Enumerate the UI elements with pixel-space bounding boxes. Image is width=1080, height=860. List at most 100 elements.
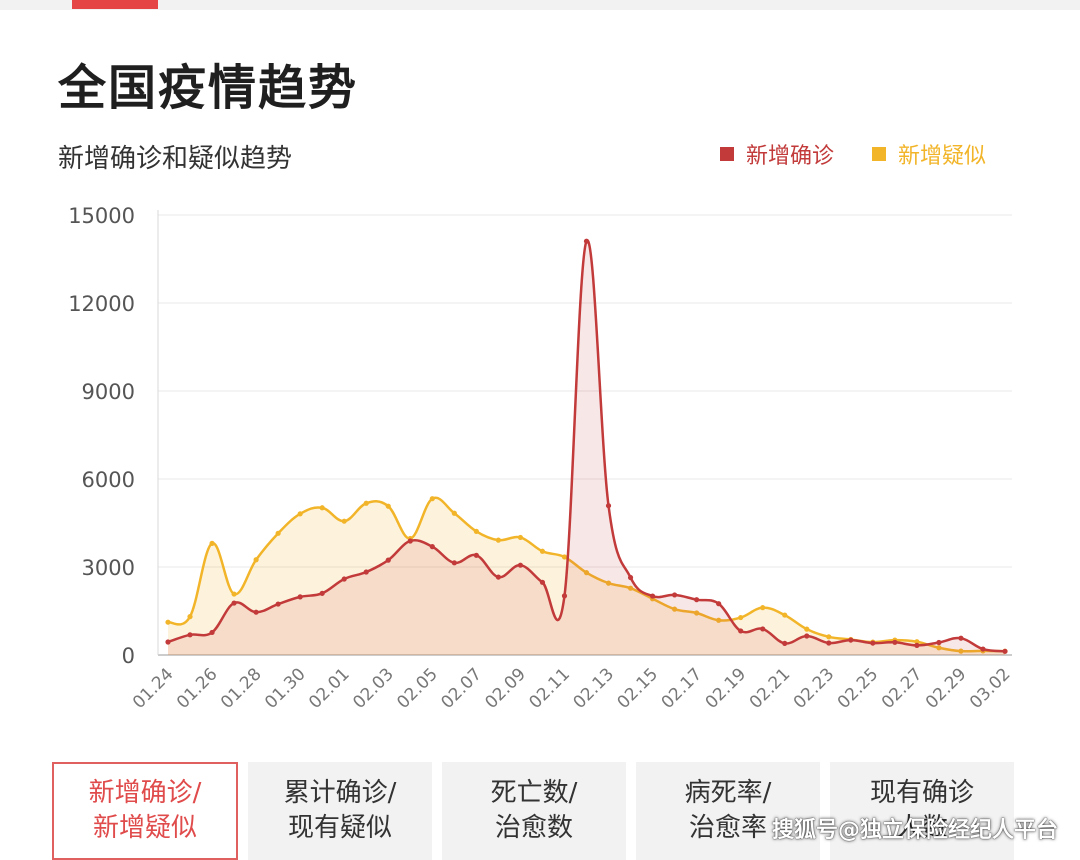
data-point-confirmed [517, 562, 524, 568]
tab-fatality-recovery-rate[interactable]: 病死率/ 治愈率 [636, 762, 820, 860]
x-tick-label: 02.23 [790, 664, 839, 713]
x-tick-label: 02.19 [702, 664, 751, 713]
data-point-suspected [341, 518, 347, 524]
data-point-confirmed [694, 597, 700, 603]
data-point-confirmed [583, 238, 590, 244]
tab-current-confirmed[interactable]: 现有确诊 人数 [830, 762, 1014, 860]
x-tick-label: 02.07 [437, 664, 486, 713]
data-point-suspected [694, 610, 700, 616]
x-tick-label: 01.24 [129, 664, 178, 713]
data-point-confirmed [672, 592, 678, 598]
x-tick-label: 02.17 [658, 664, 707, 713]
tab-label-line2: 新增疑似 [92, 813, 197, 843]
x-tick-label: 01.30 [261, 664, 310, 713]
data-point-suspected [473, 528, 479, 534]
x-tick-label: 02.27 [878, 664, 927, 713]
tab-label-line2: 人数 [895, 813, 948, 843]
data-point-suspected [165, 619, 171, 625]
metric-tabs: 新增确诊/ 新增疑似 累计确诊/ 现有疑似 死亡数/ 治愈数 病死率/ 治愈率 … [52, 762, 1014, 860]
data-point-suspected [561, 554, 568, 560]
x-tick-label: 02.01 [305, 664, 354, 713]
data-point-confirmed [848, 637, 854, 643]
data-point-suspected [231, 591, 237, 597]
x-tick-label: 02.09 [481, 664, 530, 713]
data-point-suspected [936, 645, 942, 651]
data-point-confirmed [936, 639, 942, 646]
x-tick-label: 03.02 [966, 664, 1015, 713]
data-point-suspected [804, 626, 810, 632]
tab-label-line2: 现有疑似 [287, 813, 392, 843]
data-point-confirmed [341, 576, 347, 582]
data-point-suspected [297, 511, 303, 517]
watermark: 搜狐号@独立保险经纪人平台 [771, 818, 1058, 843]
data-point-confirmed [605, 503, 612, 509]
data-point-suspected [760, 605, 766, 611]
data-point-suspected [429, 496, 435, 502]
y-tick-label: 3000 [82, 556, 135, 580]
data-point-confirmed [275, 601, 281, 607]
data-point-confirmed [231, 600, 237, 606]
page-title: 全国疫情趋势 [58, 60, 359, 116]
tab-cumulative-confirmed[interactable]: 累计确诊/ 现有疑似 [248, 762, 432, 860]
x-tick-label: 01.28 [217, 664, 266, 713]
legend-suspected-swatch [872, 147, 886, 161]
data-point-suspected [451, 510, 457, 516]
legend-suspected-label: 新增疑似 [898, 144, 987, 169]
data-point-suspected [517, 534, 524, 541]
y-tick-label: 0 [122, 644, 135, 668]
x-tick-label: 02.03 [349, 664, 398, 713]
data-point-confirmed [804, 633, 810, 639]
series-area-suspected [168, 497, 1005, 655]
data-point-confirmed [826, 640, 832, 646]
tab-label-line1: 现有确诊 [869, 777, 974, 808]
data-point-confirmed [473, 552, 479, 558]
tab-label-line2: 治愈数 [494, 813, 573, 843]
data-point-suspected [539, 548, 546, 554]
data-point-confirmed [892, 639, 898, 645]
data-point-confirmed [716, 601, 722, 607]
data-point-suspected [672, 606, 678, 612]
tab-label-line1: 死亡数/ [490, 777, 578, 808]
data-point-suspected [209, 540, 215, 546]
data-point-confirmed [958, 635, 964, 641]
legend-confirmed-swatch [720, 147, 734, 161]
series-area-confirmed [168, 240, 1005, 655]
data-point-suspected [738, 614, 744, 621]
top-divider [0, 0, 1080, 10]
trend-chart: 0 3000 6000 9000 12000 15000 01.2401.2601.2801… [68, 204, 1015, 713]
chart-subtitle: 新增确诊和疑似趋势 [58, 144, 293, 174]
tab-deaths-recovered[interactable]: 死亡数/ 治愈数 [442, 762, 626, 860]
data-point-confirmed [870, 640, 876, 646]
data-point-confirmed [782, 640, 788, 646]
y-tick-label: 15000 [68, 204, 135, 228]
legend-confirmed[interactable]: 新增确诊 [720, 138, 834, 170]
data-point-suspected [958, 648, 964, 654]
data-point-suspected [782, 612, 788, 618]
tab-label-line1: 病死率/ [684, 777, 772, 808]
tab-new-confirmed-suspected[interactable]: 新增确诊/ 新增疑似 [52, 762, 238, 860]
data-point-confirmed [319, 590, 325, 596]
data-point-confirmed [363, 569, 369, 575]
data-point-suspected [605, 580, 612, 586]
data-point-suspected [826, 634, 832, 640]
x-tick-label: 02.11 [525, 664, 574, 713]
data-point-confirmed [627, 574, 634, 581]
data-point-confirmed [165, 639, 171, 645]
data-point-suspected [385, 503, 391, 509]
x-tick-label: 01.26 [173, 664, 222, 713]
x-tick-label: 02.25 [834, 664, 883, 713]
data-point-suspected [583, 570, 590, 576]
data-point-confirmed [539, 579, 546, 585]
legend-confirmed-label: 新增确诊 [746, 144, 835, 169]
data-point-confirmed [297, 594, 303, 600]
legend-suspected[interactable]: 新增疑似 [872, 138, 986, 170]
data-point-confirmed [253, 609, 259, 615]
data-point-confirmed [385, 557, 391, 563]
x-tick-label: 02.29 [922, 664, 971, 713]
x-tick-label: 02.05 [393, 664, 442, 713]
data-point-confirmed [451, 560, 457, 566]
data-point-confirmed [649, 593, 656, 599]
data-point-suspected [914, 639, 920, 645]
data-point-suspected [716, 617, 722, 623]
x-tick-label: 02.13 [570, 664, 619, 713]
